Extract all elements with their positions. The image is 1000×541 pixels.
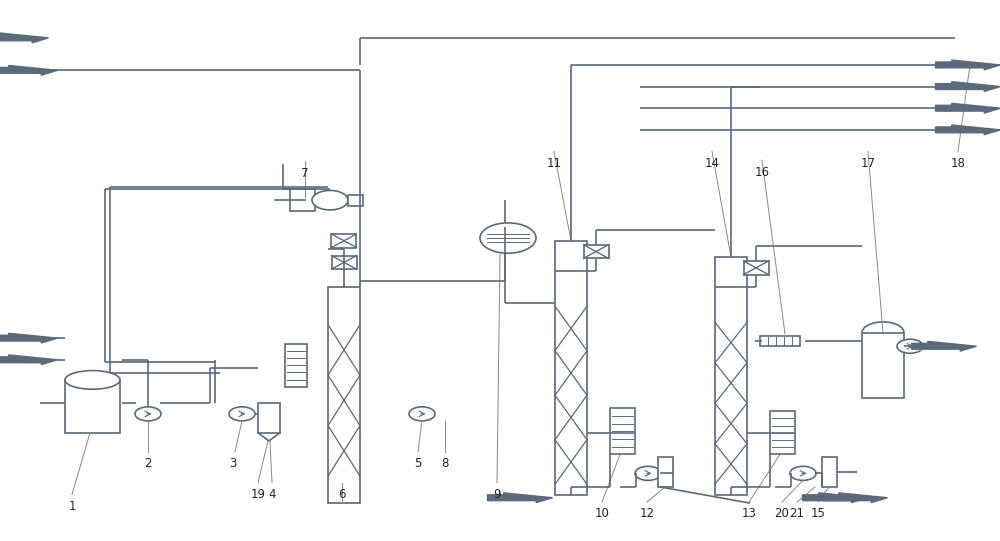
Bar xyxy=(584,245,609,259)
Polygon shape xyxy=(0,65,58,75)
Circle shape xyxy=(790,466,816,480)
Text: 15: 15 xyxy=(811,507,825,520)
Text: 21: 21 xyxy=(790,507,804,520)
Circle shape xyxy=(229,407,255,421)
Text: 16: 16 xyxy=(755,166,770,179)
Bar xyxy=(715,257,747,495)
Circle shape xyxy=(480,223,536,253)
Bar xyxy=(610,408,635,454)
Ellipse shape xyxy=(65,371,120,390)
Text: 5: 5 xyxy=(414,457,422,470)
Polygon shape xyxy=(0,355,58,365)
Text: 10: 10 xyxy=(595,507,609,520)
Circle shape xyxy=(635,466,661,480)
Bar xyxy=(258,403,280,433)
Bar xyxy=(331,234,356,247)
Text: 7: 7 xyxy=(301,167,309,180)
Text: 1: 1 xyxy=(68,500,76,513)
Polygon shape xyxy=(912,341,976,351)
Text: 6: 6 xyxy=(338,488,346,501)
Circle shape xyxy=(312,190,348,210)
Polygon shape xyxy=(936,103,1000,113)
Bar xyxy=(328,287,360,503)
Bar xyxy=(555,241,587,495)
Bar xyxy=(285,344,307,387)
Polygon shape xyxy=(802,493,867,503)
Text: 4: 4 xyxy=(268,488,276,501)
Text: 20: 20 xyxy=(775,507,789,520)
Text: 19: 19 xyxy=(250,488,266,501)
Bar xyxy=(862,333,904,398)
Polygon shape xyxy=(488,493,552,503)
Bar xyxy=(770,411,795,454)
Bar xyxy=(486,234,530,242)
Text: 14: 14 xyxy=(704,157,720,170)
Circle shape xyxy=(135,407,161,421)
Polygon shape xyxy=(936,60,1000,70)
Text: 8: 8 xyxy=(441,457,449,470)
Polygon shape xyxy=(936,125,1000,135)
Bar xyxy=(658,457,673,487)
Bar xyxy=(744,261,768,275)
Text: 12: 12 xyxy=(640,507,654,520)
Text: 3: 3 xyxy=(229,457,237,470)
Polygon shape xyxy=(0,333,58,343)
Text: 13: 13 xyxy=(742,507,756,520)
Circle shape xyxy=(897,339,923,353)
Bar xyxy=(65,380,120,433)
Text: 9: 9 xyxy=(493,488,501,501)
Polygon shape xyxy=(936,82,1000,91)
Polygon shape xyxy=(0,33,48,43)
Text: 11: 11 xyxy=(546,157,562,170)
Bar xyxy=(822,457,837,487)
Bar xyxy=(760,336,800,346)
Text: 18: 18 xyxy=(951,157,965,170)
Polygon shape xyxy=(822,493,888,503)
Bar xyxy=(290,189,315,211)
Circle shape xyxy=(409,407,435,421)
Bar xyxy=(348,195,363,206)
Text: 2: 2 xyxy=(144,457,152,470)
Bar xyxy=(332,255,356,269)
Text: 17: 17 xyxy=(860,157,876,170)
